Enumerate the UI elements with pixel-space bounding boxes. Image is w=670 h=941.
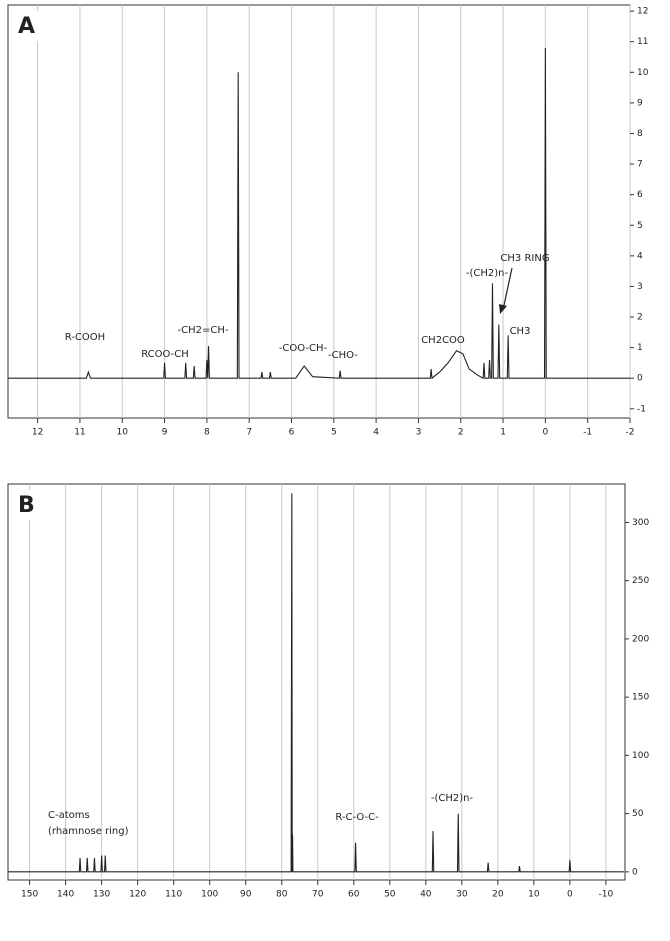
y-tick-label: 100 bbox=[632, 751, 649, 761]
x-tick-label: 10 bbox=[117, 428, 129, 438]
y-tick-label: 8 bbox=[637, 129, 643, 139]
x-tick-label: 100 bbox=[201, 890, 218, 900]
y-tick-label: 9 bbox=[637, 98, 643, 108]
annotation: -(CH2)n- bbox=[431, 793, 474, 804]
annotation: (rhamnose ring) bbox=[48, 826, 129, 837]
x-tick-label: 4 bbox=[373, 428, 379, 438]
y-tick-label: 1 bbox=[637, 343, 643, 353]
annotation: R-C-O-C- bbox=[335, 812, 379, 823]
panel-label-bg bbox=[12, 490, 42, 520]
x-tick-label: 1 bbox=[500, 428, 506, 438]
x-tick-label: 90 bbox=[240, 890, 252, 900]
y-tick-label: 11 bbox=[637, 37, 648, 47]
y-tick-label: 10 bbox=[637, 68, 649, 78]
y-tick-label: 250 bbox=[632, 576, 649, 586]
y-tick-label: 12 bbox=[637, 7, 648, 17]
annotation: CH2COO bbox=[421, 335, 465, 346]
annotation: -CHO- bbox=[328, 350, 358, 361]
panel-label: A bbox=[18, 14, 35, 39]
x-tick-label: 110 bbox=[165, 890, 182, 900]
x-tick-label: 150 bbox=[21, 890, 38, 900]
annotation: CH3 bbox=[510, 326, 531, 337]
y-tick-label: 50 bbox=[632, 809, 644, 819]
annotation: -CH2=CH- bbox=[178, 325, 229, 336]
annotation: C-atoms bbox=[48, 810, 90, 821]
x-tick-label: 30 bbox=[456, 890, 468, 900]
panel-label: B bbox=[18, 493, 35, 518]
annotation: -(CH2)n- bbox=[466, 268, 509, 279]
y-tick-label: 2 bbox=[637, 313, 643, 323]
x-tick-label: 7 bbox=[246, 428, 252, 438]
x-tick-label: 5 bbox=[331, 428, 337, 438]
x-tick-label: 12 bbox=[32, 428, 43, 438]
y-tick-label: 150 bbox=[632, 693, 649, 703]
y-tick-label: 3 bbox=[637, 282, 643, 292]
annotation: R-COOH bbox=[65, 332, 105, 343]
y-tick-label: 5 bbox=[637, 221, 643, 231]
x-tick-label: -1 bbox=[583, 428, 592, 438]
x-tick-label: 60 bbox=[348, 890, 360, 900]
x-tick-label: 10 bbox=[528, 890, 540, 900]
y-tick-label: 0 bbox=[637, 374, 643, 384]
x-tick-label: 40 bbox=[420, 890, 432, 900]
x-tick-label: 0 bbox=[567, 890, 573, 900]
x-tick-label: 11 bbox=[74, 428, 85, 438]
x-tick-label: 80 bbox=[276, 890, 288, 900]
y-tick-label: 0 bbox=[632, 867, 638, 877]
x-tick-label: 9 bbox=[162, 428, 168, 438]
x-tick-label: 70 bbox=[312, 890, 324, 900]
plot-frame bbox=[7, 483, 626, 881]
y-tick-label: 300 bbox=[632, 518, 649, 528]
y-tick-label: -1 bbox=[637, 404, 646, 414]
x-tick-label: 130 bbox=[93, 890, 110, 900]
y-tick-label: 6 bbox=[637, 190, 643, 200]
x-tick-label: 2 bbox=[458, 428, 464, 438]
x-tick-label: 6 bbox=[289, 428, 295, 438]
y-tick-label: 4 bbox=[637, 251, 643, 261]
annotation: CH3 RING bbox=[500, 253, 549, 264]
x-tick-label: 0 bbox=[543, 428, 549, 438]
x-tick-label: 20 bbox=[492, 890, 504, 900]
x-tick-label: 8 bbox=[204, 428, 210, 438]
annotation-arrow bbox=[502, 267, 513, 311]
annotation: -COO-CH- bbox=[279, 343, 328, 354]
panel-label-bg bbox=[12, 11, 42, 41]
spectrum-line bbox=[8, 47, 630, 380]
plot-frame bbox=[7, 4, 631, 419]
x-tick-label: 3 bbox=[416, 428, 422, 438]
y-tick-label: 7 bbox=[637, 160, 643, 170]
spectrum-line bbox=[8, 493, 624, 873]
x-tick-label: 120 bbox=[129, 890, 146, 900]
annotation: RCOO-CH bbox=[141, 349, 189, 360]
x-tick-label: -10 bbox=[599, 890, 614, 900]
y-tick-label: 200 bbox=[632, 634, 649, 644]
x-tick-label: 140 bbox=[57, 890, 74, 900]
x-tick-label: -2 bbox=[626, 428, 635, 438]
annotation-arrowhead bbox=[499, 304, 507, 314]
x-tick-label: 50 bbox=[384, 890, 396, 900]
